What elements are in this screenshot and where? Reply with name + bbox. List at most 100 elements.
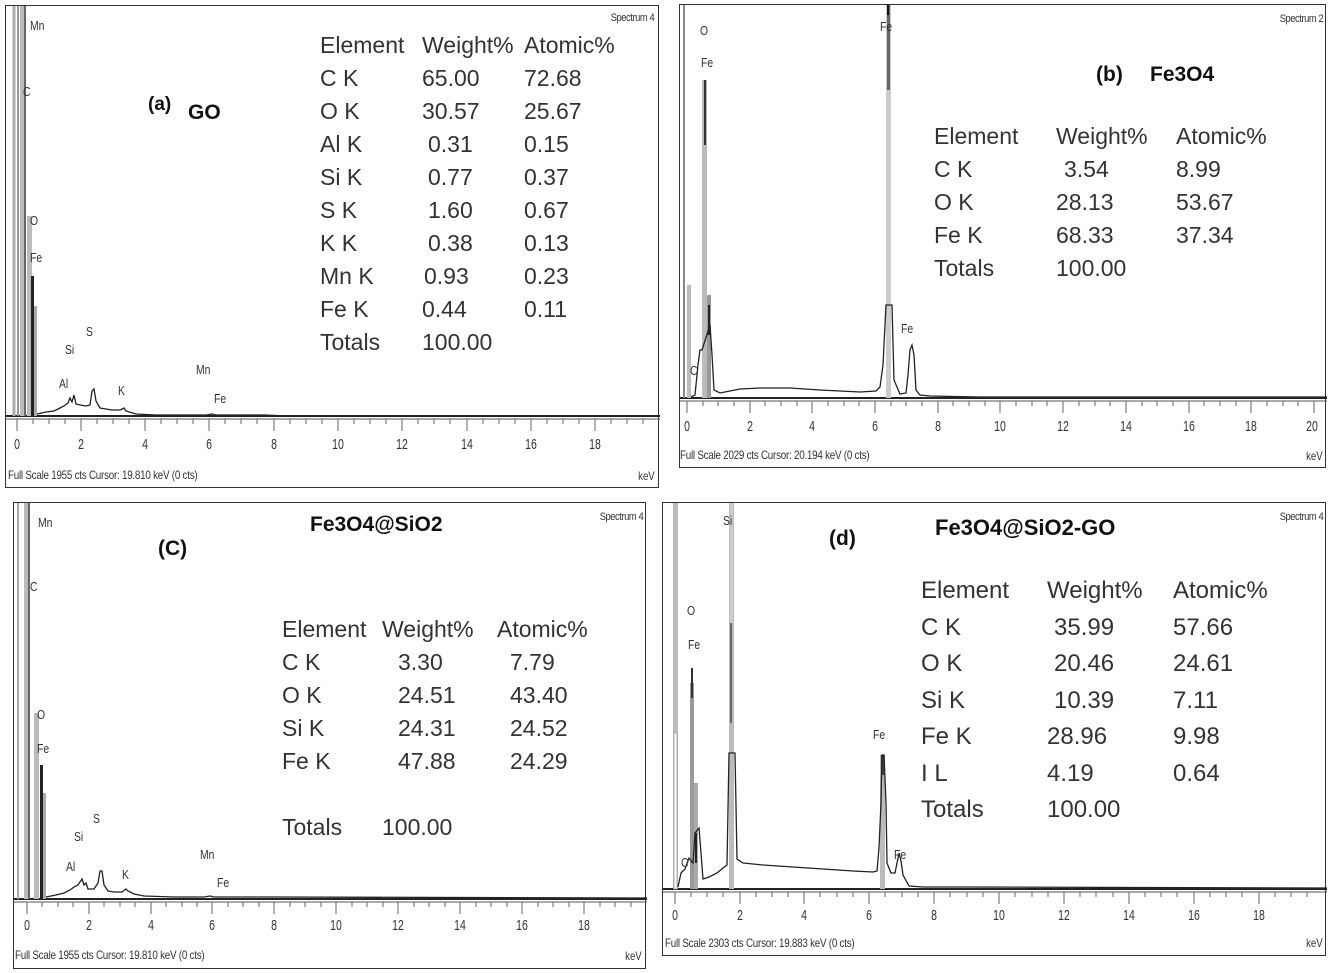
- table-row: Fe K 47.88 24.29: [282, 745, 588, 778]
- cell-weight: 0.44: [422, 296, 467, 322]
- table-row: C K 3.30 7.79: [282, 646, 588, 679]
- peak-label: Fe: [217, 875, 230, 890]
- peak-label: Si: [723, 513, 733, 528]
- header-element: Element: [282, 616, 367, 642]
- cell-atomic: 0.67: [524, 197, 569, 223]
- header-atomic: Atomic%: [497, 616, 588, 642]
- x-tick: 0: [684, 418, 690, 435]
- peak-label: Al: [59, 376, 69, 391]
- cell-element: C K: [934, 156, 973, 182]
- cell-atomic: 25.67: [524, 98, 582, 124]
- table-row: Fe K 28.96 9.98: [921, 719, 1268, 756]
- footer-status: Full Scale 2029 cts Cursor: 20.194 keV (…: [680, 448, 870, 462]
- x-tick: 10: [993, 907, 1005, 924]
- x-tick: 18: [1245, 418, 1257, 435]
- peak-label: Fe: [873, 727, 886, 742]
- header-atomic: Atomic%: [1173, 577, 1268, 604]
- table-row: C K 3.54 8.99: [934, 153, 1267, 186]
- x-tick: 14: [461, 436, 473, 453]
- peak-label: Fe: [880, 19, 893, 34]
- peak-label: Fe: [214, 391, 227, 406]
- cell-weight: 35.99: [1054, 613, 1115, 641]
- cell-weight: 68.33: [1056, 222, 1114, 248]
- header-weight: Weight%: [382, 616, 474, 642]
- table-row-totals: Totals 100.00: [934, 252, 1267, 285]
- peak-label: Mn: [200, 847, 215, 862]
- cell-weight: 0.77: [428, 164, 473, 190]
- cell-element: Totals: [934, 255, 995, 281]
- cell-element: O K: [934, 189, 974, 215]
- panel-title: Fe3O4@SiO2-GO: [935, 515, 1116, 540]
- header-atomic: Atomic%: [524, 32, 615, 58]
- header-element: Element: [320, 32, 405, 58]
- panel-letter: (d): [829, 527, 856, 550]
- x-tick: 4: [148, 917, 154, 934]
- header-element: Element: [921, 577, 1010, 604]
- peak-label: Mn: [30, 18, 45, 33]
- cell-element: Fe K: [921, 723, 972, 750]
- cell-element: S K: [320, 197, 358, 223]
- x-tick: 14: [1120, 418, 1132, 435]
- x-axis-unit: keV: [625, 949, 642, 963]
- table-row: K K 0.38 0.13: [320, 227, 615, 260]
- x-tick: 18: [1253, 907, 1265, 924]
- header-weight: Weight%: [1056, 123, 1148, 149]
- peak-label: K: [122, 867, 129, 882]
- cell-atomic: 53.67: [1176, 189, 1234, 215]
- table-header: Element Weight% Atomic%: [921, 573, 1268, 610]
- table-spacer: [282, 778, 588, 811]
- x-tick: 8: [931, 907, 937, 924]
- x-tick: 10: [332, 436, 344, 453]
- cell-atomic: 72.68: [524, 65, 582, 91]
- x-tick: 12: [392, 917, 404, 934]
- x-tick: 20: [1306, 418, 1318, 435]
- cell-weight: 3.30: [398, 649, 443, 675]
- table-row: S K 1.60 0.67: [320, 194, 615, 227]
- cell-atomic: 0.13: [524, 230, 569, 256]
- table-row: O K 20.46 24.61: [921, 646, 1268, 683]
- panel-title: Fe3O4: [1150, 63, 1215, 86]
- panel-a: Spectrum 4 (a) GO Mn C O Fe Si S Al K Mn…: [5, 5, 660, 488]
- table-row: Fe K 0.44 0.11: [320, 293, 615, 326]
- peak-label: C: [681, 855, 689, 870]
- cell-atomic: 37.34: [1176, 222, 1234, 248]
- spectrum-label: Spectrum 4: [610, 12, 654, 24]
- footer-status: Full Scale 2303 cts Cursor: 19.883 keV (…: [665, 936, 855, 950]
- cell-weight: 100.00: [422, 329, 493, 355]
- panel-letter: (b): [1096, 63, 1123, 86]
- table-row-totals: Totals 100.00: [921, 792, 1268, 829]
- cell-weight: 3.54: [1064, 156, 1109, 182]
- x-tick: 12: [1057, 418, 1069, 435]
- peak-label: O: [687, 603, 696, 618]
- x-tick: 2: [86, 917, 92, 934]
- table-row-totals: Totals 100.00: [282, 811, 588, 844]
- cell-element: C K: [282, 649, 321, 675]
- x-tick: 12: [1058, 907, 1070, 924]
- cell-atomic: 0.37: [524, 164, 569, 190]
- cell-weight: 100.00: [1056, 255, 1127, 281]
- cell-atomic: 0.64: [1173, 759, 1220, 787]
- cell-weight: 0.31: [428, 131, 473, 157]
- x-axis-unit: keV: [1306, 449, 1323, 463]
- cell-weight: 65.00: [422, 65, 480, 91]
- x-tick: 16: [1183, 418, 1195, 435]
- footer-status: Full Scale 1955 cts Cursor: 19.810 keV (…: [15, 948, 205, 962]
- cell-element: Si K: [921, 686, 966, 714]
- cell-weight: 0.38: [428, 230, 473, 256]
- table-row: O K 24.51 43.40: [282, 679, 588, 712]
- x-tick: 6: [206, 436, 212, 453]
- cell-weight: 47.88: [398, 748, 456, 774]
- peak-label: Mn: [38, 515, 53, 530]
- cell-weight: 24.51: [398, 682, 456, 708]
- x-tick: 2: [78, 436, 84, 453]
- peak-label: Si: [65, 342, 75, 357]
- spectrum-label: Spectrum 4: [1279, 511, 1323, 523]
- panel-c: Spectrum 4 (C) Fe3O4@SiO2 Mn C O Fe Si S…: [13, 502, 647, 969]
- x-tick: 2: [747, 418, 753, 435]
- cell-atomic: 43.40: [510, 682, 568, 708]
- header-weight: Weight%: [422, 32, 514, 58]
- cell-weight: 28.13: [1056, 189, 1114, 215]
- table-row: Si K 10.39 7.11: [921, 683, 1268, 720]
- cell-atomic: 57.66: [1173, 613, 1234, 641]
- cell-element: Totals: [320, 329, 381, 355]
